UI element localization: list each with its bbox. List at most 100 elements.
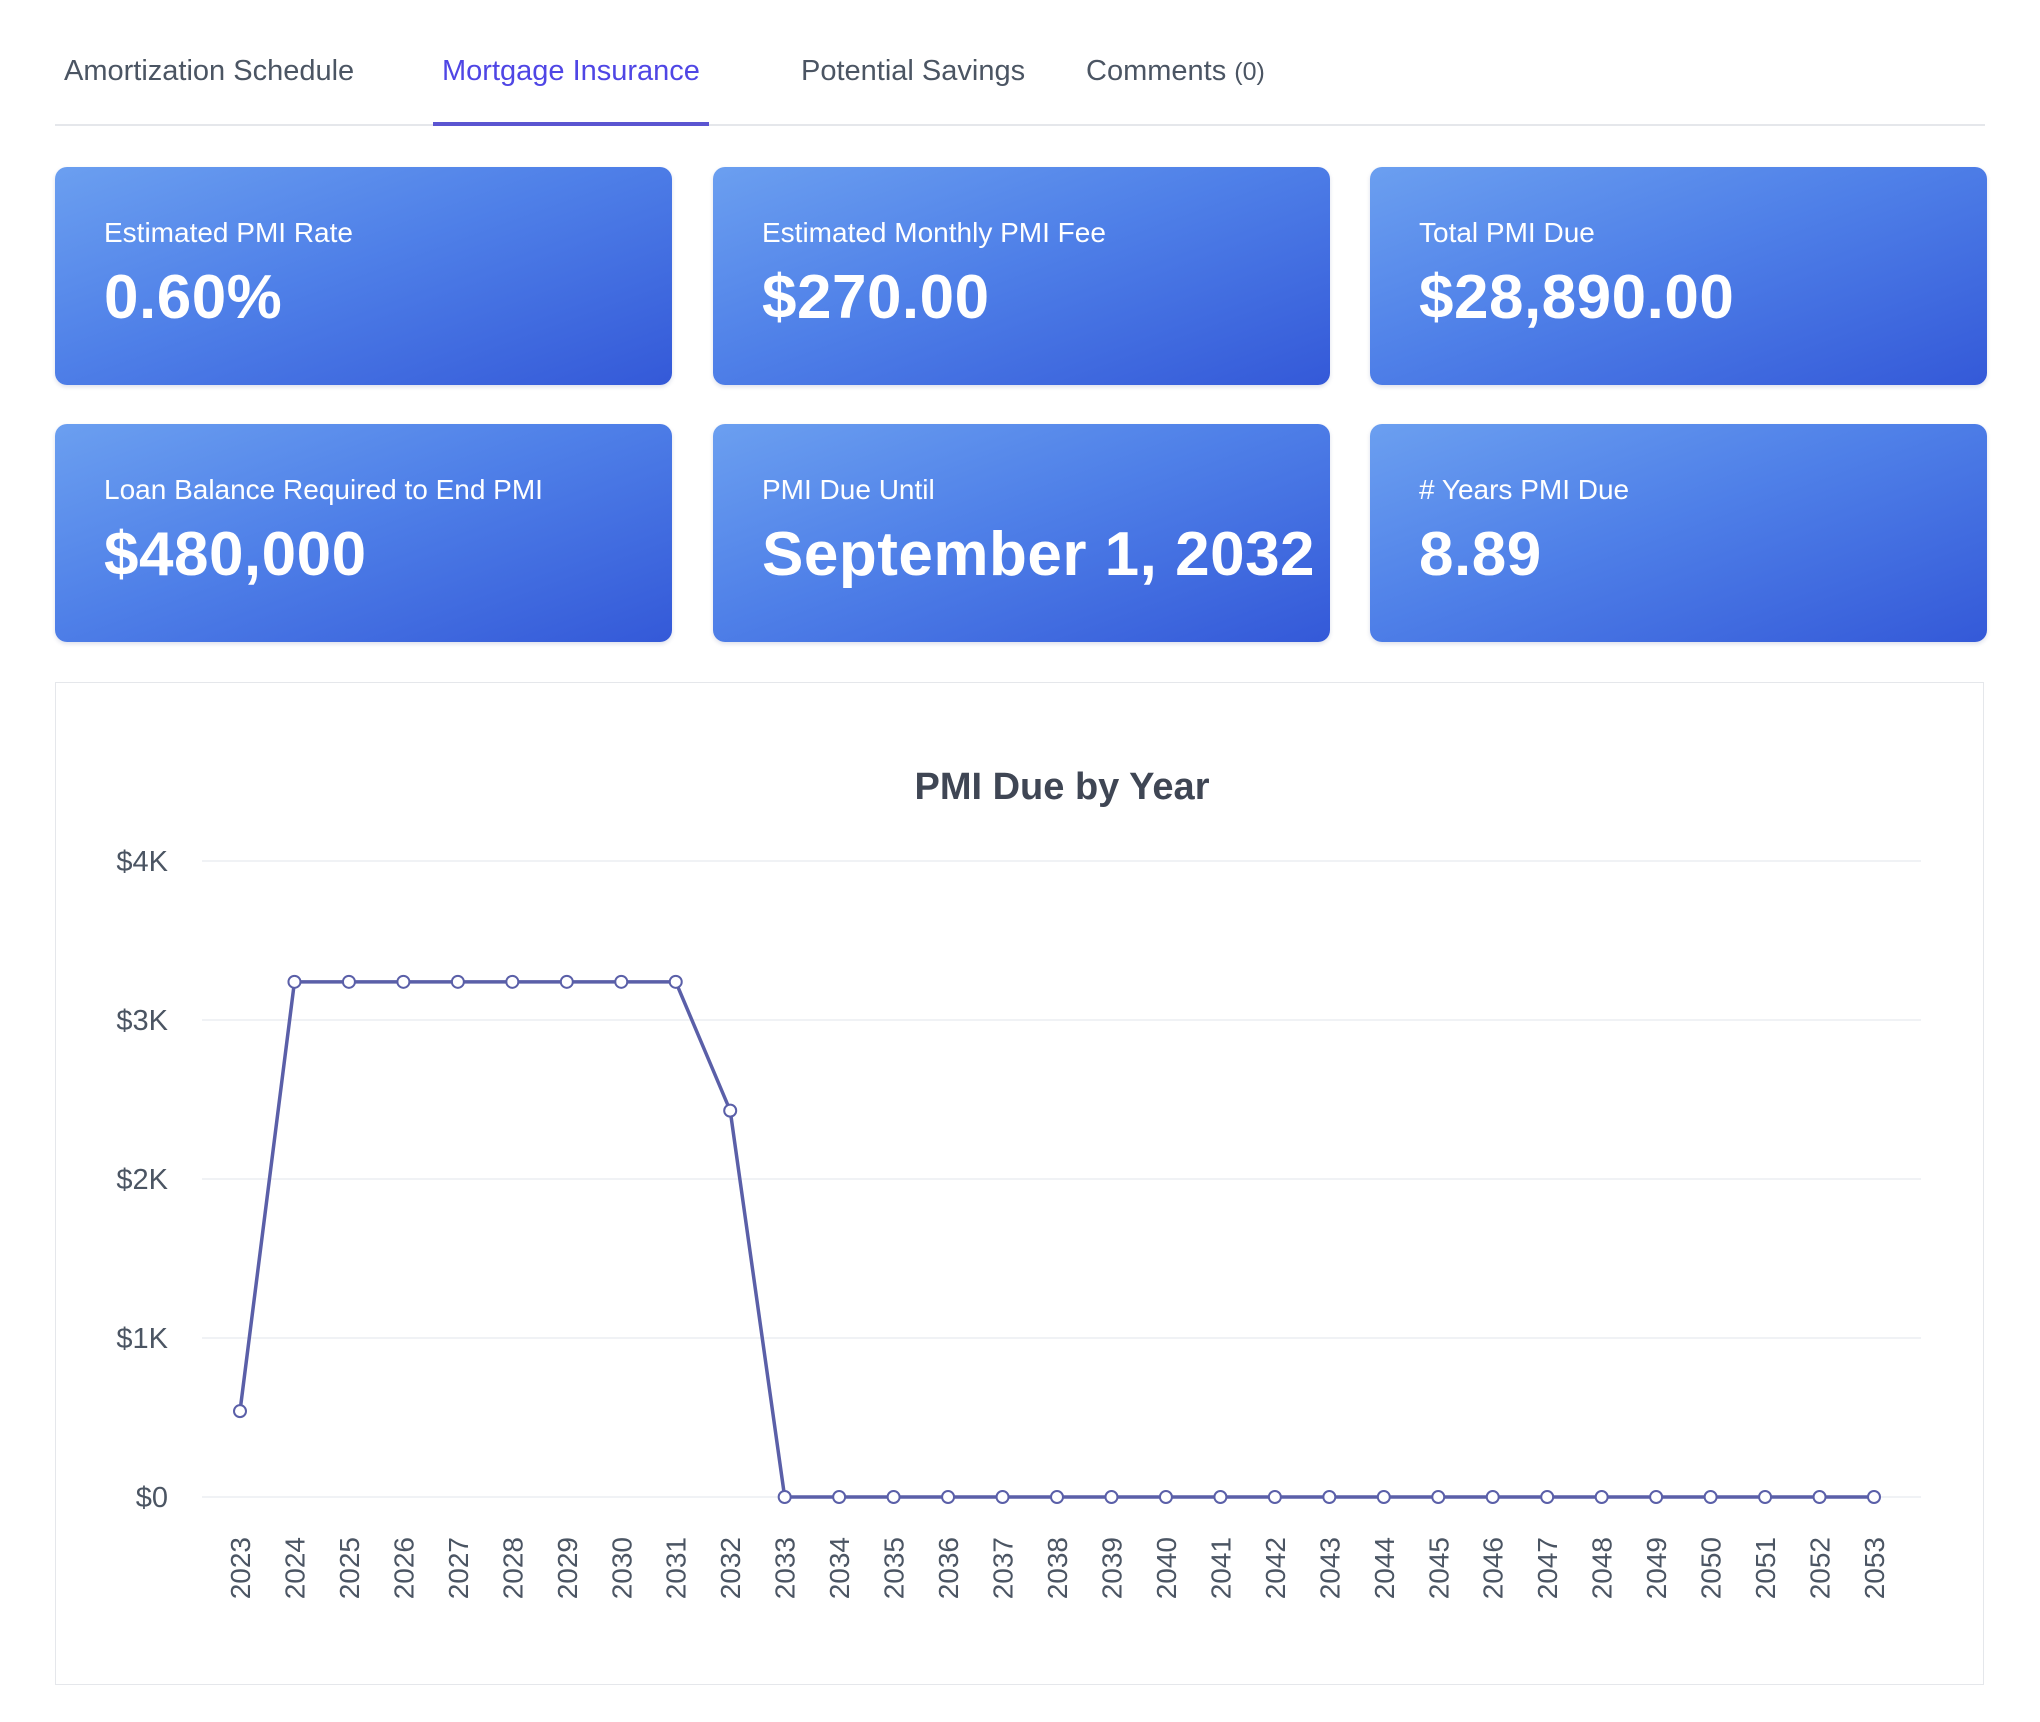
y-tick-label: $3K — [116, 1005, 168, 1037]
data-point[interactable] — [1867, 1490, 1881, 1504]
data-point[interactable] — [1213, 1490, 1228, 1504]
tab-mortgage-insurance[interactable]: Mortgage Insurance — [433, 30, 709, 126]
x-axis: 2023 2024 2025 2026 2027 2028 2029 2030 2031 2032… — [225, 1537, 1890, 1599]
x-tick-label: 2045 — [1423, 1537, 1454, 1599]
data-point[interactable] — [614, 974, 629, 989]
data-point[interactable] — [777, 1490, 792, 1504]
x-tick-label: 2041 — [1205, 1537, 1236, 1599]
data-point[interactable] — [1758, 1490, 1773, 1504]
x-tick-label: 2050 — [1696, 1537, 1727, 1599]
data-point[interactable] — [832, 1490, 847, 1504]
data-point[interactable] — [668, 974, 683, 989]
y-tick-label: $2K — [116, 1164, 168, 1196]
stat-card-monthly-pmi-fee: Estimated Monthly PMI Fee $270.00 — [713, 167, 1330, 385]
chart-panel: PMI Due by Year $0 $1K $2K $3K $4K 2023 2024 2… — [55, 682, 1984, 1685]
data-point[interactable] — [1485, 1490, 1500, 1504]
data-point[interactable] — [396, 974, 411, 989]
chart-grid — [202, 860, 1921, 1498]
x-tick-label: 2036 — [933, 1537, 964, 1599]
tab-label: Amortization Schedule — [64, 55, 355, 87]
stat-card-years-pmi-due: # Years PMI Due 8.89 — [1370, 424, 1987, 642]
x-tick-label: 2028 — [497, 1537, 528, 1599]
x-tick-label: 2033 — [770, 1537, 801, 1599]
data-point[interactable] — [1267, 1490, 1282, 1504]
x-tick-label: 2032 — [715, 1537, 746, 1599]
data-point[interactable] — [233, 1404, 247, 1419]
x-tick-label: 2035 — [879, 1537, 910, 1599]
x-tick-label: 2053 — [1859, 1537, 1890, 1599]
x-tick-label: 2046 — [1478, 1537, 1509, 1599]
x-tick-label: 2027 — [443, 1537, 474, 1599]
x-tick-label: 2034 — [824, 1537, 855, 1599]
chart-series — [233, 974, 1881, 1504]
data-point[interactable] — [450, 974, 465, 989]
data-point[interactable] — [1649, 1490, 1664, 1504]
stat-label: PMI Due Until — [762, 474, 935, 505]
stat-label: Loan Balance Required to End PMI — [104, 474, 543, 505]
x-tick-label: 2039 — [1096, 1537, 1127, 1599]
x-tick-label: 2052 — [1805, 1537, 1836, 1599]
tab-amortization-schedule[interactable]: Amortization Schedule — [55, 30, 363, 126]
x-tick-label: 2047 — [1532, 1537, 1563, 1599]
x-tick-label: 2044 — [1369, 1537, 1400, 1599]
y-tick-label: $0 — [136, 1482, 168, 1514]
x-tick-label: 2024 — [279, 1537, 310, 1599]
data-point[interactable] — [995, 1490, 1010, 1504]
stat-value: 0.60% — [104, 263, 283, 332]
data-point[interactable] — [341, 974, 356, 989]
y-tick-label: $1K — [116, 1323, 168, 1355]
data-point[interactable] — [1594, 1490, 1609, 1504]
stat-value: $480,000 — [104, 520, 367, 589]
data-point[interactable] — [1431, 1490, 1446, 1504]
data-point[interactable] — [287, 974, 302, 989]
y-axis: $0 $1K $2K $3K $4K — [116, 846, 168, 1514]
data-point[interactable] — [1050, 1490, 1064, 1504]
x-tick-label: 2025 — [334, 1537, 365, 1599]
chart-title: PMI Due by Year — [915, 766, 1210, 808]
data-point[interactable] — [886, 1490, 901, 1504]
data-point[interactable] — [1703, 1490, 1718, 1504]
x-tick-label: 2042 — [1260, 1537, 1291, 1599]
stat-label: Total PMI Due — [1419, 217, 1595, 248]
stat-value: September 1, 2032 — [762, 520, 1316, 589]
stat-label: Estimated PMI Rate — [104, 217, 353, 248]
data-point[interactable] — [1376, 1490, 1391, 1504]
x-tick-label: 2040 — [1151, 1537, 1182, 1599]
stat-card-pmi-due-until: PMI Due Until September 1, 2032 — [713, 424, 1330, 642]
data-point[interactable] — [559, 974, 574, 989]
x-tick-label: 2023 — [225, 1537, 256, 1599]
pmi-line-chart: PMI Due by Year $0$1K$2K$3K$4K 2023 2024 2… — [116, 766, 1921, 1599]
data-point[interactable] — [1104, 1490, 1119, 1504]
tab-label: Mortgage Insurance — [442, 55, 700, 87]
x-tick-label: 2026 — [388, 1537, 419, 1599]
tab-label: Potential Savings — [801, 55, 1026, 87]
data-point[interactable] — [505, 974, 520, 989]
data-point[interactable] — [941, 1490, 956, 1504]
x-tick-label: 2029 — [552, 1537, 583, 1599]
stat-card-loan-balance-end-pmi: Loan Balance Required to End PMI $480,00… — [55, 424, 672, 642]
data-point[interactable] — [1322, 1490, 1337, 1504]
stat-value: 8.89 — [1419, 520, 1542, 589]
data-point[interactable] — [1540, 1490, 1555, 1504]
stat-card-pmi-rate: Estimated PMI Rate 0.60% — [55, 167, 672, 385]
stat-label: Estimated Monthly PMI Fee — [762, 217, 1106, 248]
tab-comments[interactable]: Comments (0) — [1077, 30, 1274, 126]
stat-label: # Years PMI Due — [1419, 474, 1630, 505]
tab-label: Comments — [1086, 55, 1227, 87]
stat-value: $270.00 — [762, 263, 990, 332]
tab-potential-savings[interactable]: Potential Savings — [792, 30, 1034, 126]
series-line — [238, 980, 1874, 1499]
x-tick-label: 2051 — [1750, 1537, 1781, 1599]
x-tick-label: 2030 — [606, 1537, 637, 1599]
stat-card-total-pmi-due: Total PMI Due $28,890.00 — [1370, 167, 1987, 385]
y-tick-label: $4K — [116, 846, 168, 878]
x-tick-label: 2043 — [1314, 1537, 1345, 1599]
data-point[interactable] — [1812, 1490, 1827, 1504]
x-tick-label: 2048 — [1587, 1537, 1618, 1599]
data-point[interactable] — [1158, 1490, 1173, 1504]
comments-count: (0) — [1234, 58, 1265, 86]
x-tick-label: 2031 — [661, 1537, 692, 1599]
data-point[interactable] — [723, 1103, 738, 1118]
stat-value: $28,890.00 — [1419, 263, 1735, 332]
x-tick-label: 2038 — [1042, 1537, 1073, 1599]
